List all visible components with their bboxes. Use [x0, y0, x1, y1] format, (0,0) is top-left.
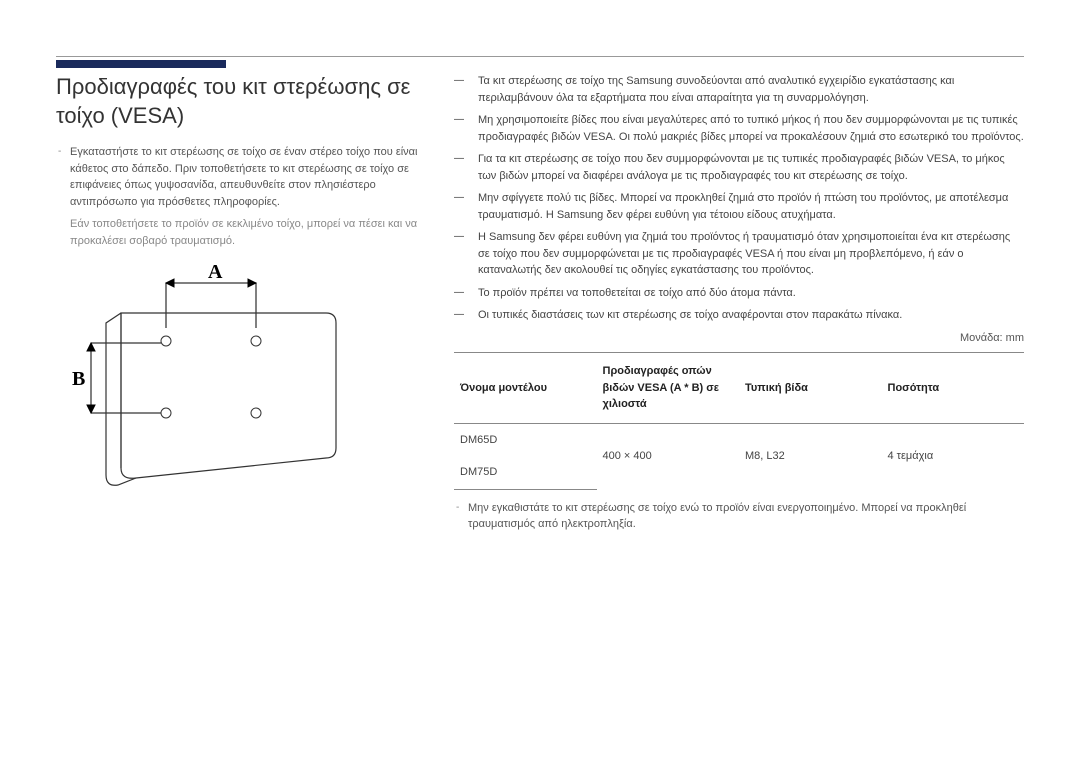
note-text: Η Samsung δεν φέρει ευθύνη για ζημιά του…	[478, 229, 1024, 279]
note-tag: ―	[454, 151, 478, 184]
th-model: Όνομα μοντέλου	[454, 353, 597, 424]
install-warning: Εάν τοποθετήσετε το προϊόν σε κεκλιμένο …	[56, 216, 426, 249]
note-row: ―Για τα κιτ στερέωσης σε τοίχο που δεν σ…	[454, 151, 1024, 184]
note-tag: ―	[454, 73, 478, 106]
note-tag: ―	[454, 307, 478, 324]
th-screw: Τυπική βίδα	[739, 353, 882, 424]
note-row: ―Η Samsung δεν φέρει ευθύνη για ζημιά το…	[454, 229, 1024, 279]
right-column: ―Τα κιτ στερέωσης σε τοίχο της Samsung σ…	[454, 73, 1024, 533]
spec-table: Όνομα μοντέλου Προδιαγραφές οπών βιδών V…	[454, 352, 1024, 490]
note-tag: ―	[454, 190, 478, 223]
note-text: Για τα κιτ στερέωσης σε τοίχο που δεν συ…	[478, 151, 1024, 184]
note-row: ―Μη χρησιμοποιείτε βίδες που είναι μεγαλ…	[454, 112, 1024, 145]
notes-list: ―Τα κιτ στερέωσης σε τοίχο της Samsung σ…	[454, 73, 1024, 324]
install-note: Εγκαταστήστε το κιτ στερέωσης σε τοίχο σ…	[56, 144, 426, 210]
cell-vesa: 400 × 400	[597, 423, 740, 489]
th-vesa: Προδιαγραφές οπών βιδών VESA (A * B) σε …	[597, 353, 740, 424]
note-text: Τα κιτ στερέωσης σε τοίχο της Samsung συ…	[478, 73, 1024, 106]
note-text: Μη χρησιμοποιείτε βίδες που είναι μεγαλύ…	[478, 112, 1024, 145]
note-tag: ―	[454, 229, 478, 279]
accent-bar	[56, 60, 226, 68]
cell-qty: 4 τεμάχια	[882, 423, 1025, 489]
diagram-label-b: B	[72, 368, 85, 390]
note-text: Οι τυπικές διαστάσεις των κιτ στερέωσης …	[478, 307, 1024, 324]
note-text: Μην σφίγγετε πολύ τις βίδες. Μπορεί να π…	[478, 190, 1024, 223]
th-qty: Ποσότητα	[882, 353, 1025, 424]
left-column: Προδιαγραφές του κιτ στερέωσης σε τοίχο …	[56, 73, 426, 533]
note-row: ―Τα κιτ στερέωσης σε τοίχο της Samsung σ…	[454, 73, 1024, 106]
note-text: Το προϊόν πρέπει να τοποθετείται σε τοίχ…	[478, 285, 1024, 302]
note-row: ―Οι τυπικές διαστάσεις των κιτ στερέωσης…	[454, 307, 1024, 324]
unit-label: Μονάδα: mm	[454, 330, 1024, 347]
diagram-label-a: A	[208, 263, 223, 283]
table-row: DM65D 400 × 400 M8, L32 4 τεμάχια	[454, 423, 1024, 456]
page-title: Προδιαγραφές του κιτ στερέωσης σε τοίχο …	[56, 73, 426, 130]
cell-model: DM65D	[454, 423, 597, 456]
vesa-diagram: A B	[66, 263, 426, 499]
note-row: ―Το προϊόν πρέπει να τοποθετείται σε τοί…	[454, 285, 1024, 302]
note-row: ―Μην σφίγγετε πολύ τις βίδες. Μπορεί να …	[454, 190, 1024, 223]
final-warning: Μην εγκαθιστάτε το κιτ στερέωσης σε τοίχ…	[454, 500, 1024, 533]
top-rule	[56, 56, 1024, 57]
cell-screw: M8, L32	[739, 423, 882, 489]
note-tag: ―	[454, 112, 478, 145]
cell-model: DM75D	[454, 456, 597, 489]
note-tag: ―	[454, 285, 478, 302]
